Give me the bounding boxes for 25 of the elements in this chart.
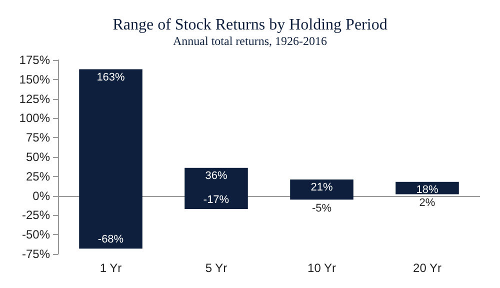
x-tick-label: 1 Yr — [100, 261, 122, 275]
y-tick-label: 0% — [32, 188, 50, 203]
y-tick-label: 125% — [19, 92, 50, 106]
x-tick-label: 5 Yr — [205, 261, 228, 275]
y-tick-label: 25% — [26, 169, 50, 184]
y-tick-label: 150% — [19, 72, 50, 86]
annotation: 2% — [419, 197, 436, 210]
x-tick-label: 20 Yr — [413, 261, 442, 275]
annotation: -5% — [312, 202, 332, 215]
annotation: 163% — [96, 71, 126, 84]
y-tick-label: 100% — [19, 111, 50, 126]
x-tick-label: 10 Yr — [308, 261, 336, 275]
annotation: 21% — [310, 182, 333, 194]
chart-title: Range of Stock Returns by Holding Period — [112, 16, 388, 34]
annotation: -17% — [203, 194, 230, 206]
annotation: 18% — [416, 184, 438, 196]
y-tick-label: 75% — [26, 130, 50, 145]
y-tick-label: -50% — [22, 228, 50, 242]
y-tick-label: -25% — [22, 208, 50, 222]
y-tick-label: -75% — [22, 247, 50, 261]
chart-subtitle: Annual total returns, 1926-2016 — [173, 34, 327, 48]
y-tick-label: 175% — [19, 53, 50, 67]
annotation: 36% — [205, 170, 228, 182]
annotation: -68% — [98, 234, 124, 246]
y-tick-label: 50% — [26, 150, 50, 164]
